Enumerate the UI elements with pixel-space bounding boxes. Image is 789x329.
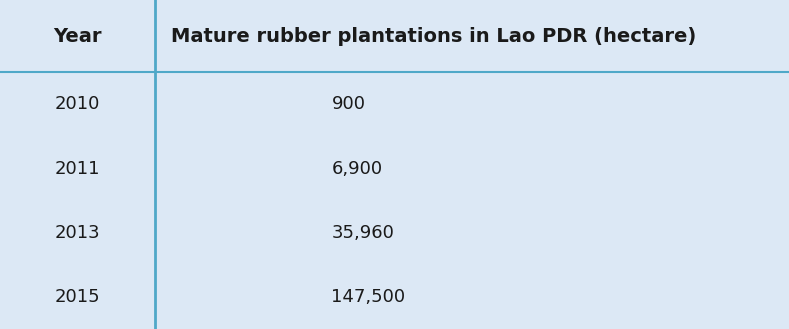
Text: Mature rubber plantations in Lao PDR (hectare): Mature rubber plantations in Lao PDR (he… — [171, 27, 697, 46]
Text: 2015: 2015 — [55, 288, 100, 306]
Text: 2013: 2013 — [55, 224, 100, 242]
Text: 6,900: 6,900 — [331, 160, 383, 178]
Text: Year: Year — [54, 27, 102, 46]
Text: 900: 900 — [331, 95, 365, 114]
Text: 2011: 2011 — [55, 160, 100, 178]
Text: 147,500: 147,500 — [331, 288, 406, 306]
Text: 35,960: 35,960 — [331, 224, 394, 242]
Text: 2010: 2010 — [55, 95, 100, 114]
